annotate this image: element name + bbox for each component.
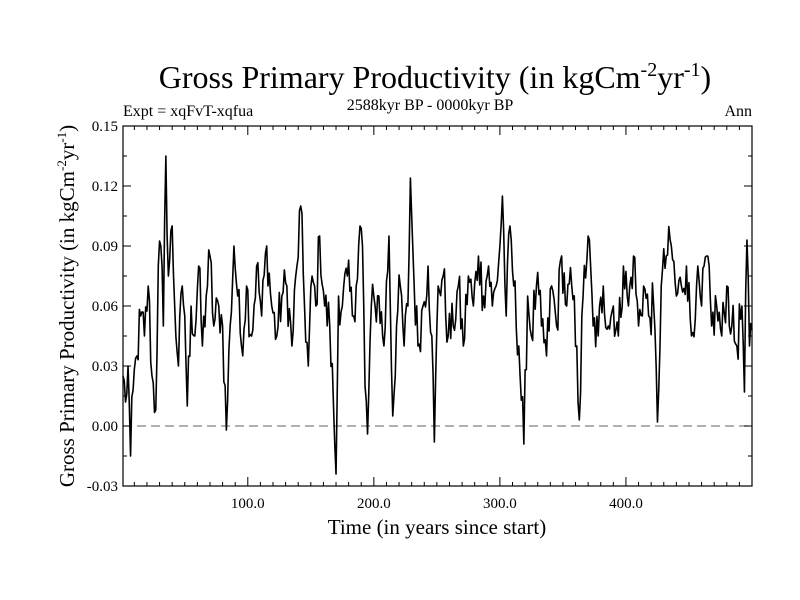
x-tick-label: 400.0 (609, 496, 643, 512)
y-tick-label: -0.03 (87, 479, 118, 495)
y-axis-label: Gross Primary Productivity (in kgCm-2yr-… (54, 125, 79, 487)
expt-label: Expt = xqFvT-xqfua (123, 103, 253, 120)
tick-layer (123, 125, 752, 487)
plot-frame (122, 125, 753, 487)
y-axis-label-sup2: -1 (54, 132, 69, 143)
chart-title-mid: yr (657, 59, 684, 95)
chart-title-sup2: -1 (684, 59, 701, 81)
period-label: 2588kyr BP - 0000kyr BP (347, 97, 514, 114)
y-axis-label-end: ) (55, 125, 79, 132)
x-tick-label: 200.0 (357, 496, 391, 512)
chart-title-sup1: -2 (641, 59, 658, 81)
y-tick-label: 0.09 (92, 239, 118, 255)
season-label: Ann (724, 103, 752, 120)
x-tick-label: 100.0 (231, 496, 265, 512)
y-axis-label-main: Gross Primary Productivity (in kgCm (55, 171, 79, 487)
chart-title-main: Gross Primary Productivity (in kgCm (159, 59, 641, 95)
chart-title-end: ) (701, 59, 712, 95)
y-axis-label-mid: yr (55, 143, 79, 161)
series-layer (122, 155, 753, 475)
y-tick-label: 0.06 (92, 299, 119, 315)
series-line-gpp (122, 155, 753, 475)
x-tick-label: 300.0 (483, 496, 517, 512)
tick-label-layer: -0.03 0.00 0.03 0.06 0.09 0.12 0.15 100.0 200.0 3… (87, 119, 643, 512)
chart-title: Gross Primary Productivity (in kgCm-2yr-… (159, 59, 711, 95)
y-tick-label: 0.12 (92, 179, 118, 195)
y-axis-label-sup1: -2 (54, 160, 69, 171)
y-tick-label: 0.15 (92, 119, 118, 135)
x-axis-label: Time (in years since start) (328, 515, 547, 539)
y-tick-label: 0.03 (92, 359, 118, 375)
y-tick-label: 0.00 (92, 419, 118, 435)
